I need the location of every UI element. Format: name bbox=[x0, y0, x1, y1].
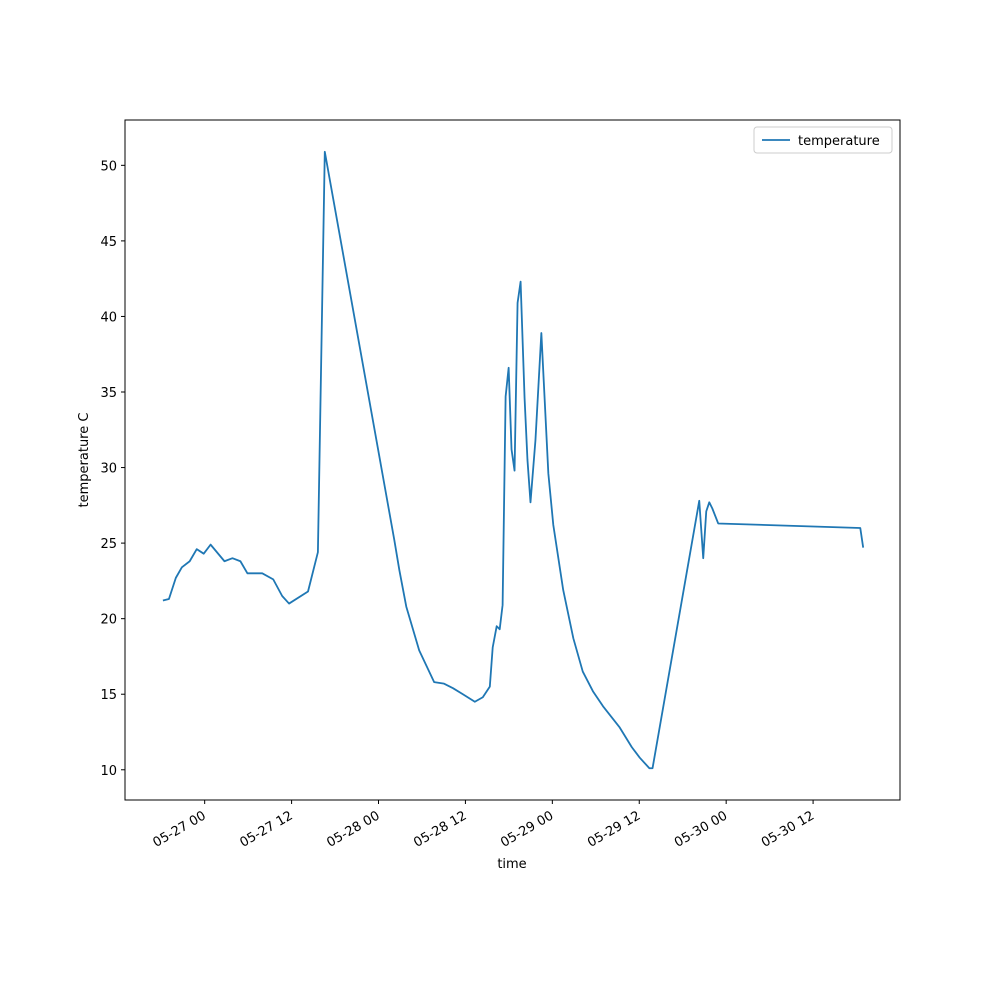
y-tick-label: 15 bbox=[100, 688, 117, 703]
data-line bbox=[162, 150, 865, 770]
y-tick-label: 50 bbox=[100, 159, 117, 174]
y-tick-label: 20 bbox=[100, 613, 117, 628]
y-tick-label: 25 bbox=[100, 537, 117, 552]
y-tick-label: 35 bbox=[100, 386, 117, 401]
y-tick-label: 30 bbox=[100, 462, 117, 477]
y-axis-label: temperature C bbox=[77, 413, 92, 508]
legend-box bbox=[753, 126, 893, 154]
y-tick-label: 40 bbox=[100, 310, 117, 325]
y-tick-label: 10 bbox=[100, 764, 117, 779]
plot-frame bbox=[124, 119, 901, 801]
x-axis-label: time bbox=[497, 857, 526, 872]
legend-label: temperature bbox=[798, 134, 880, 149]
y-tick-label: 45 bbox=[100, 235, 117, 250]
